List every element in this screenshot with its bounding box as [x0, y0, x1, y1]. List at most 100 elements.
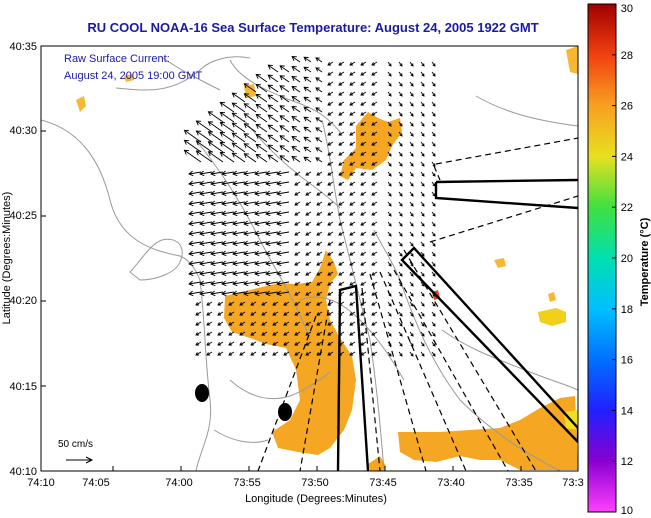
current-vector [291, 56, 301, 63]
current-vector [371, 121, 378, 126]
current-vector [327, 251, 334, 256]
current-vector [349, 301, 356, 306]
current-vector [349, 291, 356, 296]
current-vector [360, 131, 367, 136]
current-vector [243, 280, 257, 287]
current-vector [327, 141, 334, 146]
current-vector [387, 91, 392, 97]
current-vector [250, 311, 257, 316]
current-vector [409, 301, 414, 307]
current-vector [316, 261, 323, 266]
current-vector [398, 251, 403, 257]
current-vector [371, 111, 378, 116]
current-vector [338, 151, 345, 156]
current-vector [232, 170, 246, 177]
current-vector [360, 221, 367, 226]
current-vector [219, 131, 235, 143]
current-vector [231, 132, 246, 143]
current-vector [294, 201, 301, 206]
colorbar-tick-label: 26 [621, 101, 633, 113]
current-vector [276, 220, 290, 227]
current-vector [303, 116, 312, 123]
current-vector [420, 141, 425, 147]
current-vector [221, 210, 235, 217]
current-vector [431, 351, 436, 357]
current-vector [232, 220, 246, 227]
current-vector [305, 181, 312, 186]
colorbar-tick-label: 20 [621, 253, 633, 265]
current-vector [431, 81, 436, 87]
current-vector [420, 201, 425, 207]
current-vector [420, 71, 425, 77]
current-vector [183, 149, 202, 163]
current-vector [387, 191, 392, 197]
current-vector [188, 270, 202, 277]
current-vector [279, 155, 290, 163]
current-vector [255, 123, 268, 133]
current-vector [398, 311, 403, 317]
current-vector [327, 191, 334, 196]
current-vector [327, 351, 334, 356]
current-vector [387, 181, 392, 187]
current-vector [210, 290, 224, 297]
y-tick-label: 40:35 [9, 41, 37, 53]
current-vector [279, 135, 290, 143]
current-vector [283, 351, 290, 356]
current-vector [232, 180, 246, 187]
current-vector [267, 84, 279, 93]
current-vector [265, 240, 279, 247]
x-tick-label: 73:55 [233, 477, 261, 489]
current-vector [371, 341, 378, 346]
current-vector [420, 241, 425, 247]
current-vector [195, 150, 213, 163]
current-vector [349, 91, 356, 96]
current-vector [387, 211, 392, 217]
current-vector [305, 231, 312, 236]
current-vector [243, 170, 257, 177]
current-vector [219, 121, 235, 133]
current-vector [254, 240, 268, 247]
current-vector [243, 143, 257, 153]
current-vector [327, 261, 334, 266]
colorbar-tick-label: 28 [621, 50, 633, 62]
current-vector [255, 93, 268, 103]
current-vector [409, 291, 414, 297]
current-vector [276, 170, 290, 177]
current-vector [199, 210, 213, 217]
current-vector [349, 331, 356, 336]
current-vector [265, 260, 279, 267]
current-vector [327, 281, 334, 286]
current-vector [338, 231, 345, 236]
current-vector [243, 190, 257, 197]
current-vector [315, 67, 323, 73]
y-axis-title: Latitude (Degrees:Minutes) [1, 192, 13, 325]
current-vector [327, 341, 334, 346]
surface-current-vectors [183, 56, 436, 357]
current-vector [188, 280, 202, 287]
current-vector [195, 351, 202, 356]
current-vector [221, 180, 235, 187]
current-vector [398, 331, 403, 337]
current-vector [371, 181, 378, 186]
current-vector [409, 121, 414, 127]
current-time: August 24, 2005 19:00 GMT [64, 70, 203, 82]
current-vector [207, 111, 224, 123]
current-vector [228, 351, 235, 356]
current-vector [195, 140, 213, 153]
current-vector [206, 331, 213, 336]
current-vector [349, 111, 356, 116]
current-vector [349, 271, 356, 276]
current-vector [360, 191, 367, 196]
y-tick-label: 40:15 [9, 381, 37, 393]
current-vector [232, 190, 246, 197]
current-vector [255, 83, 268, 93]
current-vector [183, 129, 202, 143]
current-vector [349, 231, 356, 236]
current-vector [291, 126, 301, 133]
current-vector [398, 151, 403, 157]
current-vector [206, 351, 213, 356]
current-vector [250, 321, 257, 326]
current-vector [387, 261, 392, 267]
current-vector [291, 76, 301, 83]
current-vector [294, 251, 301, 256]
